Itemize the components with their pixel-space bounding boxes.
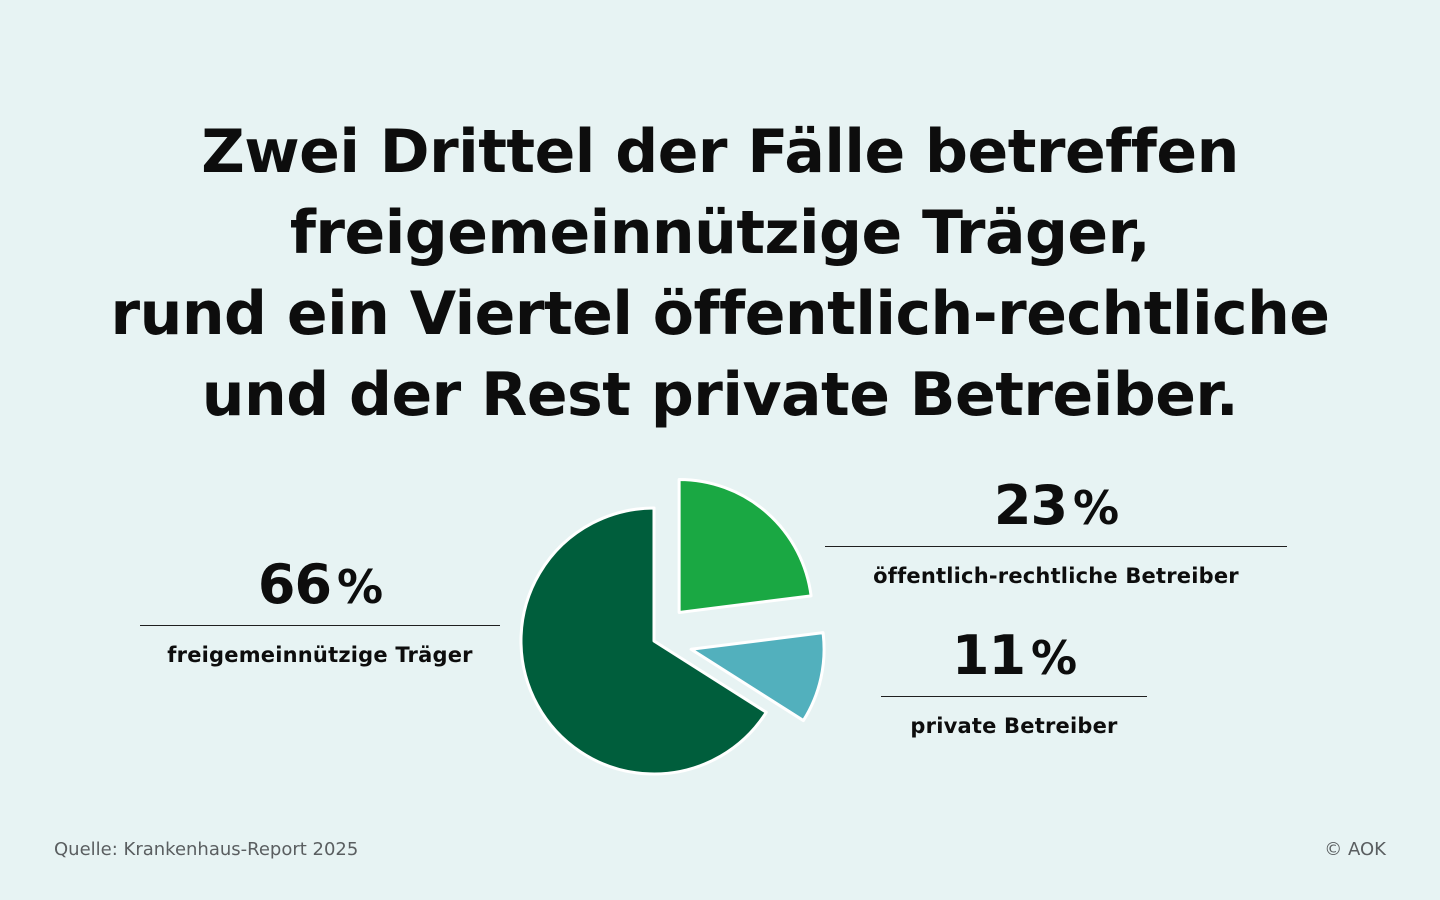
slice-category-label: freigemeinnützige Träger — [167, 643, 473, 667]
copyright-note: © AOK — [1324, 839, 1386, 860]
title-line-4: und der Rest private Betreiber. — [201, 360, 1239, 430]
callout-private: 11% private Betreiber — [881, 626, 1147, 739]
callout-divider — [881, 696, 1147, 697]
slice-value-label: 23% — [993, 474, 1119, 537]
callout-divider — [140, 625, 500, 626]
source-note: Quelle: Krankenhaus-Report 2025 — [54, 839, 359, 860]
slice-value-label: 66% — [257, 553, 383, 616]
callout-freigemeinnuetzige: 66% freigemeinnützige Träger — [140, 555, 500, 668]
pie-slice-ffentlich-rechtliche-betreiber — [677, 477, 813, 614]
slice-category-label: private Betreiber — [910, 714, 1118, 738]
callout-oeffentlich-rechtlich: 23% öffentlich-rechtliche Betreiber — [825, 476, 1287, 589]
pie-slice-freigemeinn-tzige-tr-ger — [519, 506, 768, 776]
title-line-2: freigemeinnützige Träger, — [289, 198, 1151, 268]
title-line-1: Zwei Drittel der Fälle betreffen — [201, 117, 1239, 187]
chart-title: Zwei Drittel der Fälle betreffen freigem… — [0, 112, 1440, 436]
callout-divider — [825, 546, 1287, 547]
pie-slice-private-betreiber — [689, 631, 826, 723]
slice-value-label: 11% — [951, 624, 1077, 687]
title-line-3: rund ein Viertel öffentlich-rechtliche — [110, 279, 1330, 349]
slice-category-label: öffentlich-rechtliche Betreiber — [873, 564, 1239, 588]
